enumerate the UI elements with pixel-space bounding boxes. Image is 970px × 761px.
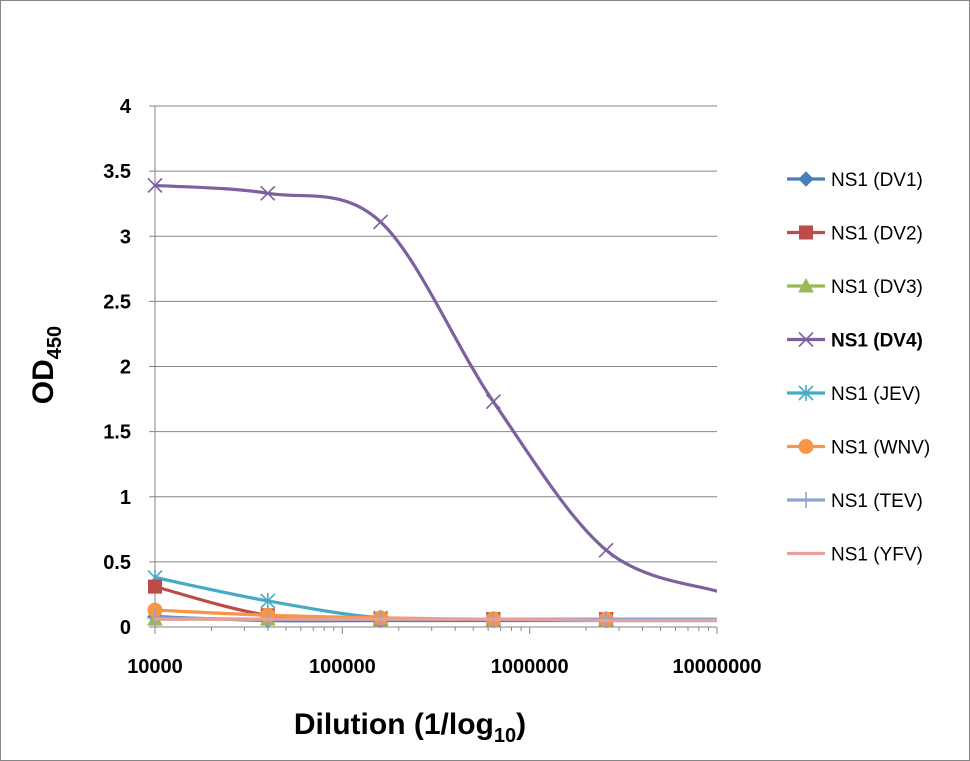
tick-labels: 0 0.5 1 1.5 2 2.5 3 3.5 4 10000 100000 1000000 10000… [103,96,761,678]
legend-label: NS1 (DV4) [831,331,923,352]
legend-label: NS1 (JEV) [831,384,921,405]
legend-item-ns1-dv4: NS1 (DV4) [787,331,923,352]
data-point-ns1-dv4 [373,214,389,230]
legend-label: NS1 (DV3) [831,277,923,298]
x-tick-label: 10000 [127,656,183,678]
legend-item-ns1-wnv: NS1 (WNV) [787,438,930,459]
gridlines [155,105,717,563]
data-point-ns1-dv4 [485,394,501,410]
y-tick-label: 1.5 [103,422,131,444]
y-axis-title: OD450 [27,326,66,404]
legend-swatch-marker [798,492,814,508]
series-ns1-wnv [147,602,717,627]
legend-swatch-marker [798,385,814,401]
y-axis-title-sub: 450 [44,326,66,359]
legend-item-ns1-jev: NS1 (JEV) [787,384,921,405]
legend-swatch-marker [799,225,813,240]
x-axis-title: Dilution (1/log10) [294,708,526,747]
y-tick-label: 2.5 [103,291,131,313]
axes [149,105,718,634]
legend-swatch-marker [798,171,814,187]
data-point-ns1-dv4 [598,542,614,558]
y-tick-label: 1 [120,487,131,509]
legend-label: NS1 (YFV) [831,545,923,566]
data-point-ns1-dv4 [147,177,163,194]
legend-label: NS1 (WNV) [831,438,930,459]
series-lines [147,177,717,629]
y-tick-label: 3 [120,226,131,248]
data-point-ns1-dv2 [148,579,162,594]
legend-label: NS1 (TEV) [831,491,923,512]
y-tick-label: 2 [120,357,131,379]
legend-item-ns1-dv1: NS1 (DV1) [787,170,923,191]
legend-item-ns1-yfv: NS1 (YFV) [787,545,923,566]
data-point-ns1-jev [260,592,276,609]
legend-label: NS1 (DV1) [831,170,923,191]
x-axis-title-suffix: ) [516,708,526,741]
legend: NS1 (DV1) NS1 (DV2) NS1 (DV3) NS1 (DV4) NS1 … [787,170,930,566]
y-tick-label: 0 [120,617,131,639]
legend-swatch-marker [798,277,814,293]
series-line-ns1-yfv [153,617,717,623]
legend-label: NS1 (DV2) [831,224,923,245]
legend-item-ns1-dv3: NS1 (DV3) [787,277,923,298]
y-tick-label: 3.5 [103,161,131,183]
x-tick-label: 1000000 [491,656,569,678]
y-axis-title-main: OD [27,359,60,404]
x-tick-label: 10000000 [673,656,762,678]
legend-swatch-marker [798,331,814,348]
y-tick-label: 0.5 [103,552,131,574]
x-axis-title-main: Dilution (1/log [294,708,494,741]
data-point-ns1-dv4 [260,185,276,201]
x-tick-label: 100000 [309,656,376,678]
legend-item-ns1-tev: NS1 (TEV) [787,491,923,512]
series-line-ns1-dv4 [153,183,717,593]
y-tick-label: 4 [120,96,132,118]
legend-swatch-marker [798,439,814,454]
series-ns1-dv4 [147,177,717,593]
legend-item-ns1-dv2: NS1 (DV2) [787,224,923,245]
x-axis-title-sub: 10 [494,725,516,747]
series-ns1-yfv [153,617,717,623]
